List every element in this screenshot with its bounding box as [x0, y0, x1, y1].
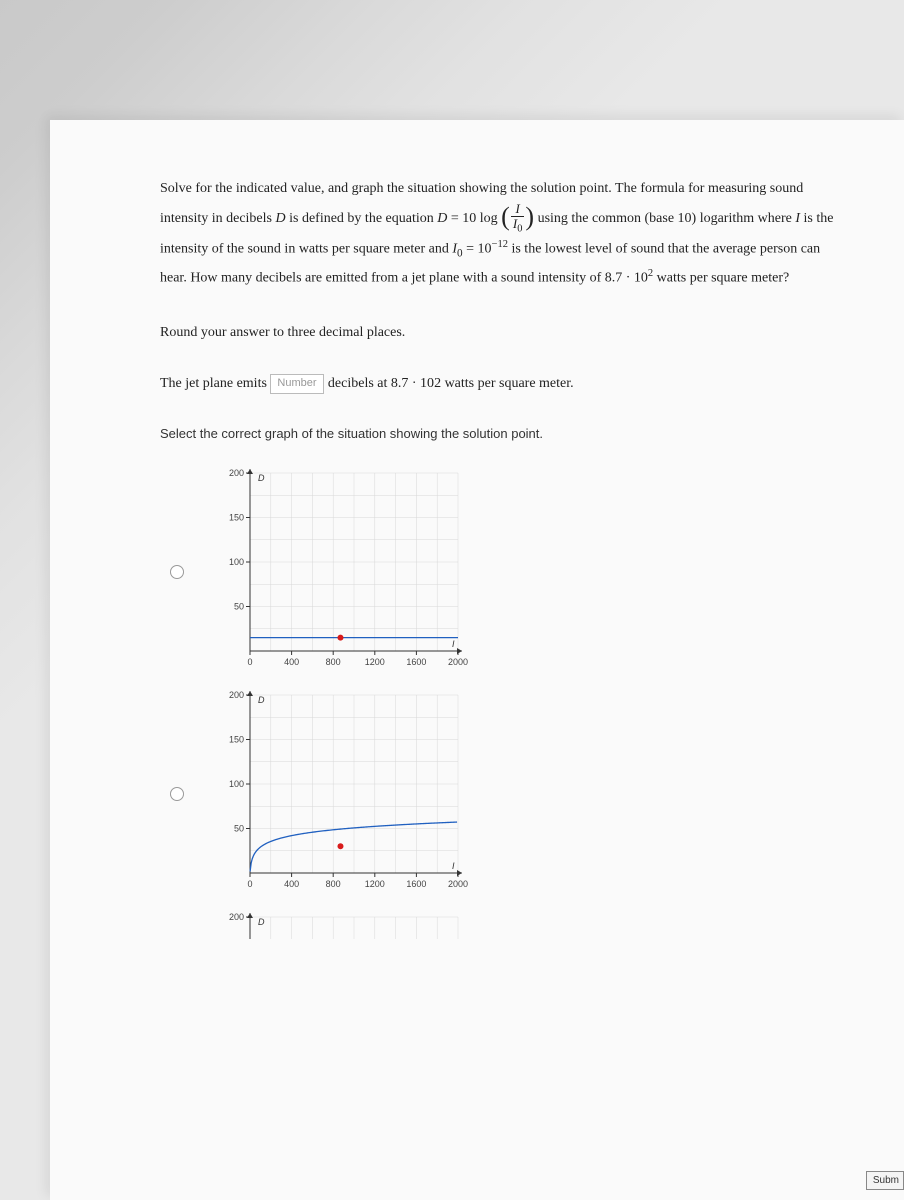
- eq-lhs: D: [437, 211, 447, 226]
- I0-exp: −12: [492, 239, 508, 250]
- svg-text:1200: 1200: [365, 657, 385, 667]
- radio-option-2[interactable]: [170, 787, 184, 801]
- var-D: D: [275, 211, 285, 226]
- select-graph-note: Select the correct graph of the situatio…: [160, 426, 844, 441]
- svg-text:200: 200: [229, 912, 244, 922]
- answer-exp: 2: [434, 376, 441, 391]
- chart-3: 040080012001600200050100150200DI: [214, 911, 474, 939]
- svg-text:1600: 1600: [406, 657, 426, 667]
- answer-pre: The jet plane emits: [160, 376, 270, 391]
- answer-mid: decibels at 8.7 · 10: [328, 376, 434, 391]
- svg-text:2000: 2000: [448, 879, 468, 889]
- answer-post: watts per square meter.: [441, 376, 574, 391]
- chart-2: 0 400 800 1200 1600 2000 50 100 150 200 D I: [214, 689, 474, 899]
- svg-text:50: 50: [234, 601, 244, 611]
- answer-row: The jet plane emits Number decibels at 8…: [160, 374, 844, 394]
- svg-text:150: 150: [229, 512, 244, 522]
- svg-text:D: D: [258, 473, 265, 483]
- frac-den-sub: 0: [517, 224, 522, 235]
- text: watts per square meter?: [653, 271, 789, 286]
- submit-button[interactable]: Subm: [866, 1171, 904, 1190]
- svg-text:1200: 1200: [365, 879, 385, 889]
- svg-text:100: 100: [229, 779, 244, 789]
- I0-eq: = 10: [463, 242, 492, 257]
- chart-options: 0 400 800 1200 1600 2000 50 100 150 200 D I 0 400 800…: [160, 467, 844, 939]
- problem-text: Solve for the indicated value, and graph…: [160, 176, 844, 292]
- round-note: Round your answer to three decimal place…: [160, 320, 844, 346]
- chart-option-3: 040080012001600200050100150200DI: [160, 911, 844, 939]
- svg-text:400: 400: [284, 657, 299, 667]
- decibels-input[interactable]: Number: [270, 374, 324, 394]
- eq-eq: =: [447, 211, 462, 226]
- svg-text:D: D: [258, 917, 265, 927]
- chart-option-1: 0 400 800 1200 1600 2000 50 100 150 200 D I: [160, 467, 844, 677]
- svg-text:I: I: [452, 639, 455, 649]
- text: using the common (base 10) logarithm whe…: [538, 211, 796, 226]
- eq-coef: 10 log: [462, 211, 497, 226]
- svg-text:400: 400: [284, 879, 299, 889]
- fraction: II0: [511, 202, 525, 235]
- svg-text:100: 100: [229, 557, 244, 567]
- svg-text:150: 150: [229, 734, 244, 744]
- chart-1: 0 400 800 1200 1600 2000 50 100 150 200 D I: [214, 467, 474, 677]
- svg-text:2000: 2000: [448, 657, 468, 667]
- svg-text:D: D: [258, 695, 265, 705]
- problem-card: Solve for the indicated value, and graph…: [50, 120, 904, 1200]
- text: is defined by the equation: [286, 211, 438, 226]
- svg-text:0: 0: [247, 657, 252, 667]
- frac-num: I: [515, 201, 519, 216]
- svg-text:50: 50: [234, 823, 244, 833]
- svg-text:800: 800: [326, 879, 341, 889]
- paren-open: (: [501, 202, 510, 231]
- svg-text:1600: 1600: [406, 879, 426, 889]
- svg-text:200: 200: [229, 468, 244, 478]
- chart-option-2: 0 400 800 1200 1600 2000 50 100 150 200 D I: [160, 689, 844, 899]
- radio-option-1[interactable]: [170, 565, 184, 579]
- svg-text:200: 200: [229, 690, 244, 700]
- svg-text:0: 0: [247, 879, 252, 889]
- paren-close: ): [525, 202, 534, 231]
- svg-text:I: I: [452, 861, 455, 871]
- svg-text:800: 800: [326, 657, 341, 667]
